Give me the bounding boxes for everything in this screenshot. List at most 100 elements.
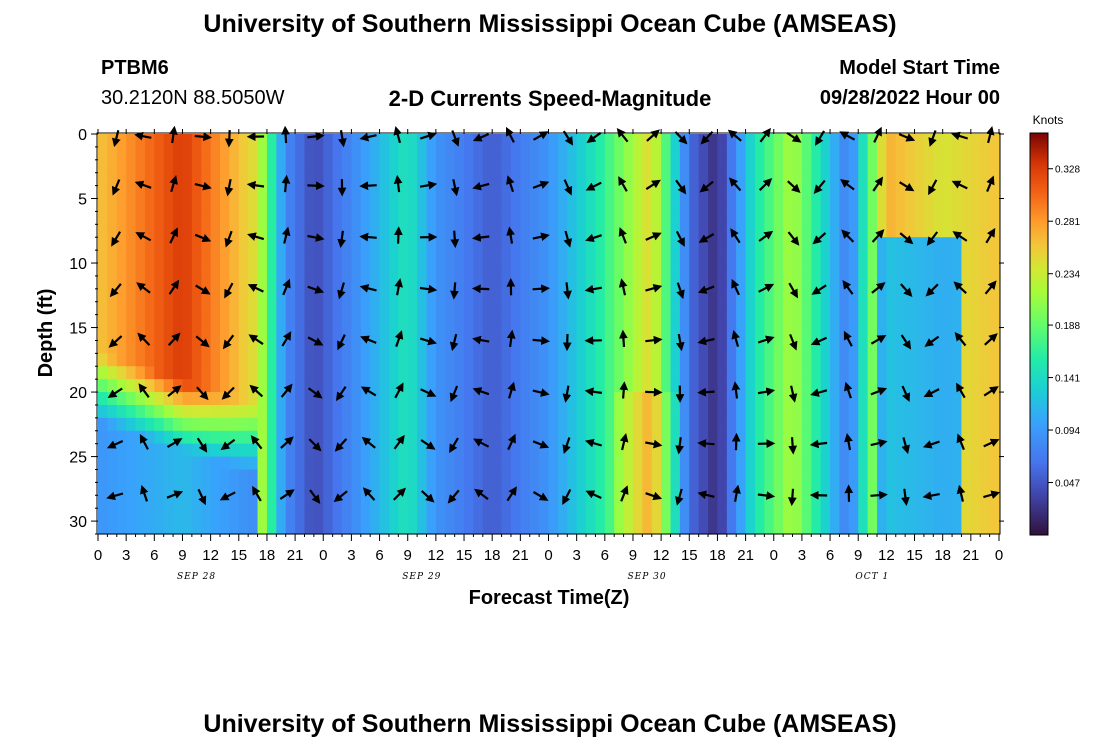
heatmap-cell	[961, 314, 972, 329]
heatmap-cell	[285, 340, 296, 354]
heatmap-cell	[792, 159, 803, 174]
current-vector	[699, 180, 714, 193]
heatmap-cell	[529, 482, 540, 496]
heatmap-cell	[370, 456, 381, 471]
heatmap-cell	[407, 288, 418, 303]
heatmap-cell	[285, 172, 296, 187]
heatmap-cell	[435, 301, 446, 316]
heatmap-cell	[745, 224, 756, 238]
heatmap-cell	[182, 469, 193, 483]
heatmap-cell	[642, 185, 653, 200]
heatmap-cell	[745, 443, 756, 458]
heatmap-cell	[858, 263, 869, 277]
heatmap-cell	[830, 172, 841, 187]
heatmap-cell	[952, 469, 963, 483]
heatmap-cell	[886, 263, 897, 277]
heatmap-cell	[679, 237, 690, 251]
heatmap-cell	[708, 237, 719, 251]
heatmap-cell	[736, 508, 747, 522]
heatmap-cell	[839, 469, 850, 483]
heatmap-cell	[304, 224, 315, 238]
heatmap-cell	[417, 443, 428, 458]
heatmap-cell	[604, 469, 615, 483]
heatmap-cell	[144, 159, 155, 174]
heatmap-cell	[783, 288, 794, 303]
heatmap-cell	[783, 185, 794, 200]
heatmap-cell	[689, 366, 700, 380]
heatmap-cell	[933, 198, 944, 213]
current-vector	[307, 132, 325, 141]
heatmap-cell	[238, 172, 249, 187]
heatmap-cell	[820, 482, 831, 496]
heatmap-cell	[285, 198, 296, 213]
heatmap-cell	[792, 275, 803, 290]
heatmap-cell	[848, 482, 859, 496]
heatmap-cell	[210, 211, 221, 225]
heatmap-cell	[942, 314, 953, 329]
heatmap-cell	[933, 237, 944, 251]
heatmap-cell	[116, 211, 127, 225]
heatmap-cell	[332, 353, 343, 367]
heatmap-cell	[830, 443, 841, 458]
current-vector	[787, 180, 801, 193]
heatmap-cell	[726, 134, 737, 148]
heatmap-cell	[886, 185, 897, 200]
heatmap-cell	[914, 237, 925, 251]
heatmap-cell	[980, 211, 991, 225]
heatmap-cell	[586, 185, 597, 200]
heatmap-cell	[642, 443, 653, 458]
heatmap-cell	[848, 198, 859, 213]
heatmap-cell	[586, 159, 597, 174]
heatmap-cell	[182, 250, 193, 264]
heatmap-cell	[708, 146, 719, 161]
heatmap-cell	[801, 443, 812, 458]
heatmap-cell	[820, 404, 831, 419]
heatmap-cell	[830, 495, 841, 509]
heatmap-cell	[201, 469, 212, 483]
heatmap-cell	[135, 469, 146, 483]
heatmap-cell	[107, 495, 118, 509]
heatmap-cell	[651, 508, 662, 522]
current-vector	[450, 230, 460, 249]
heatmap-cell	[623, 159, 634, 174]
heatmap-cell	[933, 521, 944, 535]
current-vector	[307, 181, 325, 191]
heatmap-cell	[811, 172, 822, 187]
heatmap-cell	[370, 134, 381, 148]
heatmap-cell	[510, 443, 521, 458]
heatmap-cell	[154, 456, 165, 471]
heatmap-cell	[454, 237, 465, 251]
heatmap-cell	[135, 366, 146, 380]
heatmap-cell	[154, 379, 165, 393]
heatmap-cell	[632, 404, 643, 419]
heatmap-cell	[970, 211, 981, 225]
heatmap-cell	[323, 275, 334, 290]
current-vector	[166, 438, 183, 448]
heatmap-cell	[154, 146, 165, 161]
heatmap-cell	[323, 340, 334, 354]
heatmap-cell	[510, 211, 521, 225]
heatmap-cell	[708, 134, 719, 148]
heatmap-cell	[820, 198, 831, 213]
heatmap-cell	[323, 250, 334, 264]
heatmap-cell	[792, 211, 803, 225]
heatmap-cell	[679, 288, 690, 303]
heatmap-cell	[933, 314, 944, 329]
heatmap-cell	[266, 417, 277, 432]
heatmap-cell	[116, 224, 127, 238]
heatmap-cell	[360, 327, 371, 342]
heatmap-cell	[135, 250, 146, 264]
heatmap-cell	[379, 482, 390, 496]
heatmap-cell	[210, 353, 221, 367]
heatmap-cell	[191, 224, 202, 238]
heatmap-cell	[689, 211, 700, 225]
heatmap-cell	[764, 134, 775, 148]
heatmap-cell	[304, 250, 315, 264]
x-tick-label: 0	[94, 547, 102, 564]
heatmap-cell	[351, 288, 362, 303]
heatmap-cell	[492, 327, 503, 342]
heatmap-cell	[492, 301, 503, 316]
heatmap-cell	[445, 237, 456, 251]
heatmap-cell	[548, 159, 559, 174]
heatmap-cell	[163, 159, 174, 174]
